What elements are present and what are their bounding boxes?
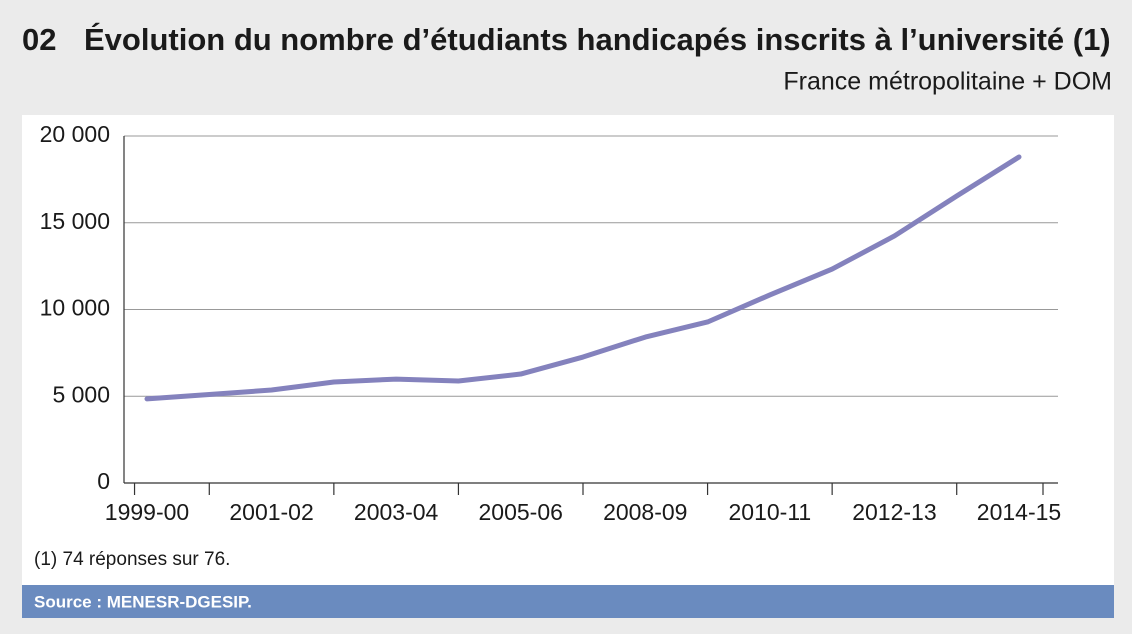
footnote: (1) 74 réponses sur 76. — [34, 549, 230, 570]
source-bar — [22, 585, 1114, 618]
chart-title: Évolution du nombre d’étudiants handicap… — [84, 22, 1111, 57]
x-tick-label: 2010-11 — [729, 499, 812, 525]
x-tick-label: 2012-13 — [852, 499, 936, 525]
chart-subtitle: France métropolitaine + DOM — [783, 68, 1112, 96]
x-tick-label: 2003-04 — [354, 499, 439, 525]
y-tick-label: 20 000 — [40, 121, 110, 147]
x-tick-label: 2005-06 — [479, 499, 563, 525]
x-tick-label: 1999-00 — [105, 499, 189, 525]
y-tick-label: 0 — [97, 468, 110, 494]
x-tick-label: 2014-15 — [977, 499, 1061, 525]
chart-number: 02 — [22, 22, 56, 57]
y-tick-label: 15 000 — [40, 208, 110, 234]
x-tick-label: 2008-09 — [603, 499, 687, 525]
x-tick-label: 2001-02 — [229, 499, 313, 525]
source: Source : MENESR-DGESIP. — [34, 592, 252, 611]
chart-panel — [22, 115, 1114, 585]
line-series — [144, 154, 1022, 402]
y-tick-label: 5 000 — [52, 381, 110, 407]
y-tick-label: 10 000 — [40, 295, 110, 321]
